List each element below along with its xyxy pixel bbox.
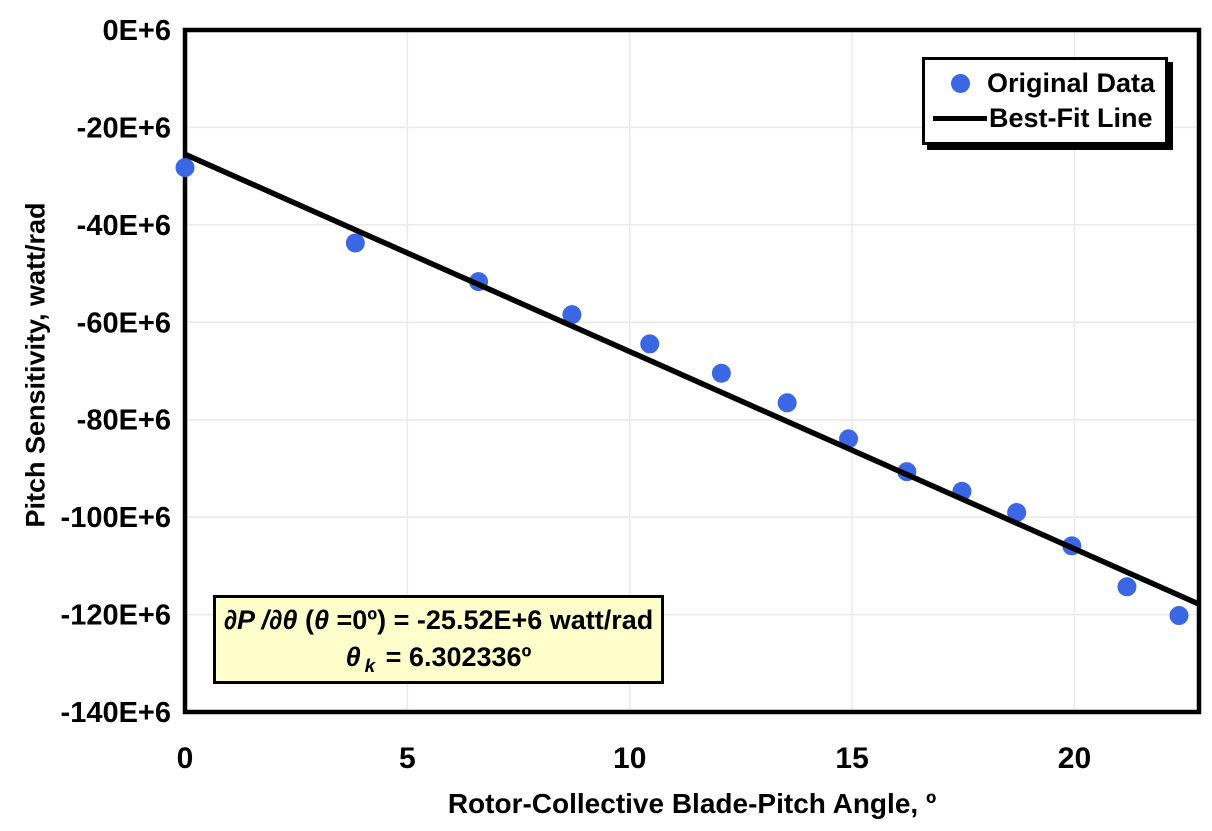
best-fit-line <box>183 151 1201 607</box>
svg-text:20: 20 <box>1058 742 1091 775</box>
legend-label-original-data: Original Data <box>987 68 1156 98</box>
svg-text:-80E+6: -80E+6 <box>77 405 171 437</box>
svg-text:-40E+6: -40E+6 <box>77 210 171 242</box>
data-point <box>711 363 731 383</box>
svg-text:-60E+6: -60E+6 <box>77 307 171 339</box>
svg-text:-100E+6: -100E+6 <box>61 502 171 534</box>
data-point <box>1007 502 1027 522</box>
svg-text:-20E+6: -20E+6 <box>77 112 171 144</box>
x-tick-labels: 0 5 10 15 20 <box>177 742 1092 775</box>
legend-label-best-fit-line: Best-Fit Line <box>989 103 1153 133</box>
svg-text:0: 0 <box>177 742 194 775</box>
data-points <box>175 158 1189 626</box>
svg-text:5: 5 <box>399 742 416 775</box>
gridlines <box>185 30 1199 712</box>
data-point <box>1117 577 1137 597</box>
y-axis-title: Pitch Sensitivity, watt/rad <box>20 202 51 528</box>
svg-text:15: 15 <box>835 742 868 775</box>
y-tick-labels: 0E+6 -20E+6 -40E+6 -60E+6 -80E+6 -100E+6 -120E… <box>61 15 171 729</box>
data-point <box>175 158 195 178</box>
line-sample-icon <box>933 116 987 121</box>
legend-item-best-fit-line: Best-Fit Line <box>931 105 1159 132</box>
data-point <box>640 334 660 354</box>
data-point <box>1169 606 1189 626</box>
plot-frame <box>182 27 1202 715</box>
data-point <box>345 233 365 253</box>
scatter-marker-icon <box>951 74 970 93</box>
svg-text:-120E+6: -120E+6 <box>61 600 171 632</box>
svg-text:-140E+6: -140E+6 <box>61 697 171 729</box>
data-point <box>562 305 582 325</box>
annotation-line-1: ∂P /∂θ (θ =0º) = -25.52E+6 watt/rad <box>223 605 654 635</box>
legend: Original Data Best-Fit Line <box>922 57 1168 145</box>
x-axis-title: Rotor-Collective Blade-Pitch Angle, º <box>447 788 937 819</box>
data-point <box>777 393 797 413</box>
svg-text:0E+6: 0E+6 <box>102 15 171 47</box>
svg-text:10: 10 <box>613 742 646 775</box>
legend-item-original-data: Original Data <box>931 70 1159 97</box>
